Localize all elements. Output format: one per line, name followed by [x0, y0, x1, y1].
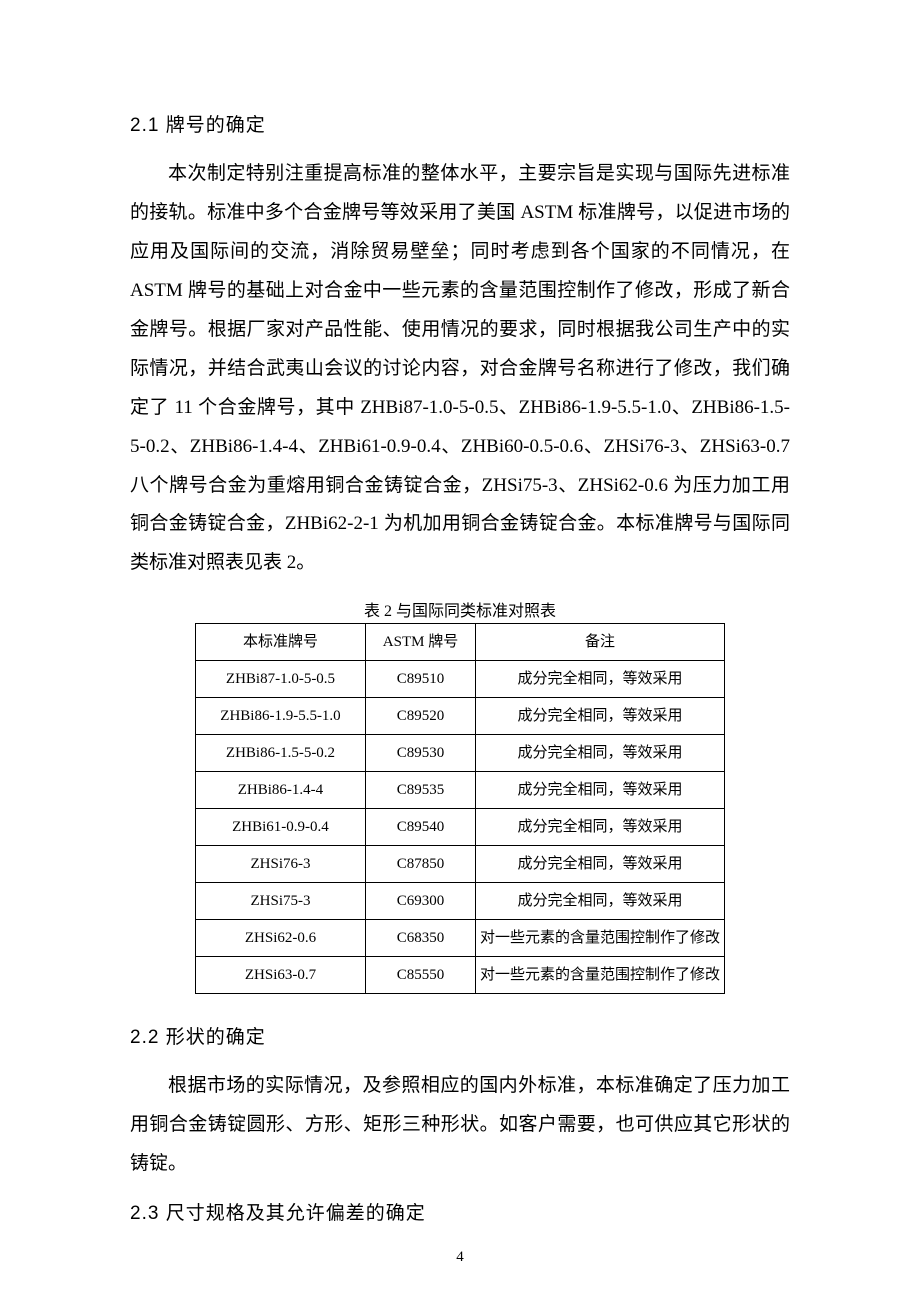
- cell-astm-grade: C89535: [365, 772, 475, 809]
- header-local: 本标准牌号: [195, 624, 365, 661]
- cell-note: 对一些元素的含量范围控制作了修改: [475, 957, 724, 994]
- cell-note: 成分完全相同，等效采用: [475, 809, 724, 846]
- standards-table: 本标准牌号 ASTM 牌号 备注 ZHBi87-1.0-5-0.5C89510成…: [195, 623, 725, 994]
- cell-local-grade: ZHBi86-1.4-4: [195, 772, 365, 809]
- table-header-row: 本标准牌号 ASTM 牌号 备注: [195, 624, 724, 661]
- cell-astm-grade: C89540: [365, 809, 475, 846]
- cell-astm-grade: C89510: [365, 661, 475, 698]
- cell-note: 成分完全相同，等效采用: [475, 883, 724, 920]
- cell-local-grade: ZHBi86-1.5-5-0.2: [195, 735, 365, 772]
- table-row: ZHBi86-1.5-5-0.2C89530成分完全相同，等效采用: [195, 735, 724, 772]
- cell-local-grade: ZHSi76-3: [195, 846, 365, 883]
- cell-local-grade: ZHSi63-0.7: [195, 957, 365, 994]
- table-row: ZHSi76-3C87850成分完全相同，等效采用: [195, 846, 724, 883]
- cell-note: 成分完全相同，等效采用: [475, 661, 724, 698]
- table-row: ZHBi87-1.0-5-0.5C89510成分完全相同，等效采用: [195, 661, 724, 698]
- cell-note: 成分完全相同，等效采用: [475, 772, 724, 809]
- cell-note: 对一些元素的含量范围控制作了修改: [475, 920, 724, 957]
- document-page: 2.1 牌号的确定 本次制定特别注重提高标准的整体水平，主要宗旨是实现与国际先进…: [0, 0, 920, 1302]
- cell-local-grade: ZHSi62-0.6: [195, 920, 365, 957]
- page-number: 4: [0, 1249, 920, 1266]
- cell-local-grade: ZHBi86-1.9-5.5-1.0: [195, 698, 365, 735]
- cell-astm-grade: C89520: [365, 698, 475, 735]
- cell-note: 成分完全相同，等效采用: [475, 846, 724, 883]
- cell-astm-grade: C85550: [365, 957, 475, 994]
- heading-2-2: 2.2 形状的确定: [130, 1022, 790, 1049]
- paragraph-2-2: 根据市场的实际情况，及参照相应的国内外标准，本标准确定了压力加工用铜合金铸锭圆形…: [130, 1067, 790, 1184]
- header-astm: ASTM 牌号: [365, 624, 475, 661]
- cell-local-grade: ZHBi87-1.0-5-0.5: [195, 661, 365, 698]
- cell-note: 成分完全相同，等效采用: [475, 735, 724, 772]
- cell-local-grade: ZHSi75-3: [195, 883, 365, 920]
- table-row: ZHBi86-1.9-5.5-1.0C89520成分完全相同，等效采用: [195, 698, 724, 735]
- cell-astm-grade: C69300: [365, 883, 475, 920]
- table-row: ZHBi86-1.4-4C89535成分完全相同，等效采用: [195, 772, 724, 809]
- heading-2-1: 2.1 牌号的确定: [130, 110, 790, 137]
- cell-note: 成分完全相同，等效采用: [475, 698, 724, 735]
- header-note: 备注: [475, 624, 724, 661]
- cell-astm-grade: C87850: [365, 846, 475, 883]
- table-row: ZHSi75-3C69300成分完全相同，等效采用: [195, 883, 724, 920]
- paragraph-2-1: 本次制定特别注重提高标准的整体水平，主要宗旨是实现与国际先进标准的接轨。标准中多…: [130, 155, 790, 583]
- table-row: ZHSi62-0.6C68350对一些元素的含量范围控制作了修改: [195, 920, 724, 957]
- cell-astm-grade: C68350: [365, 920, 475, 957]
- table-row: ZHBi61-0.9-0.4C89540成分完全相同，等效采用: [195, 809, 724, 846]
- table-row: ZHSi63-0.7C85550对一些元素的含量范围控制作了修改: [195, 957, 724, 994]
- cell-local-grade: ZHBi61-0.9-0.4: [195, 809, 365, 846]
- table-caption: 表 2 与国际同类标准对照表: [130, 597, 790, 621]
- heading-2-3: 2.3 尺寸规格及其允许偏差的确定: [130, 1198, 790, 1225]
- cell-astm-grade: C89530: [365, 735, 475, 772]
